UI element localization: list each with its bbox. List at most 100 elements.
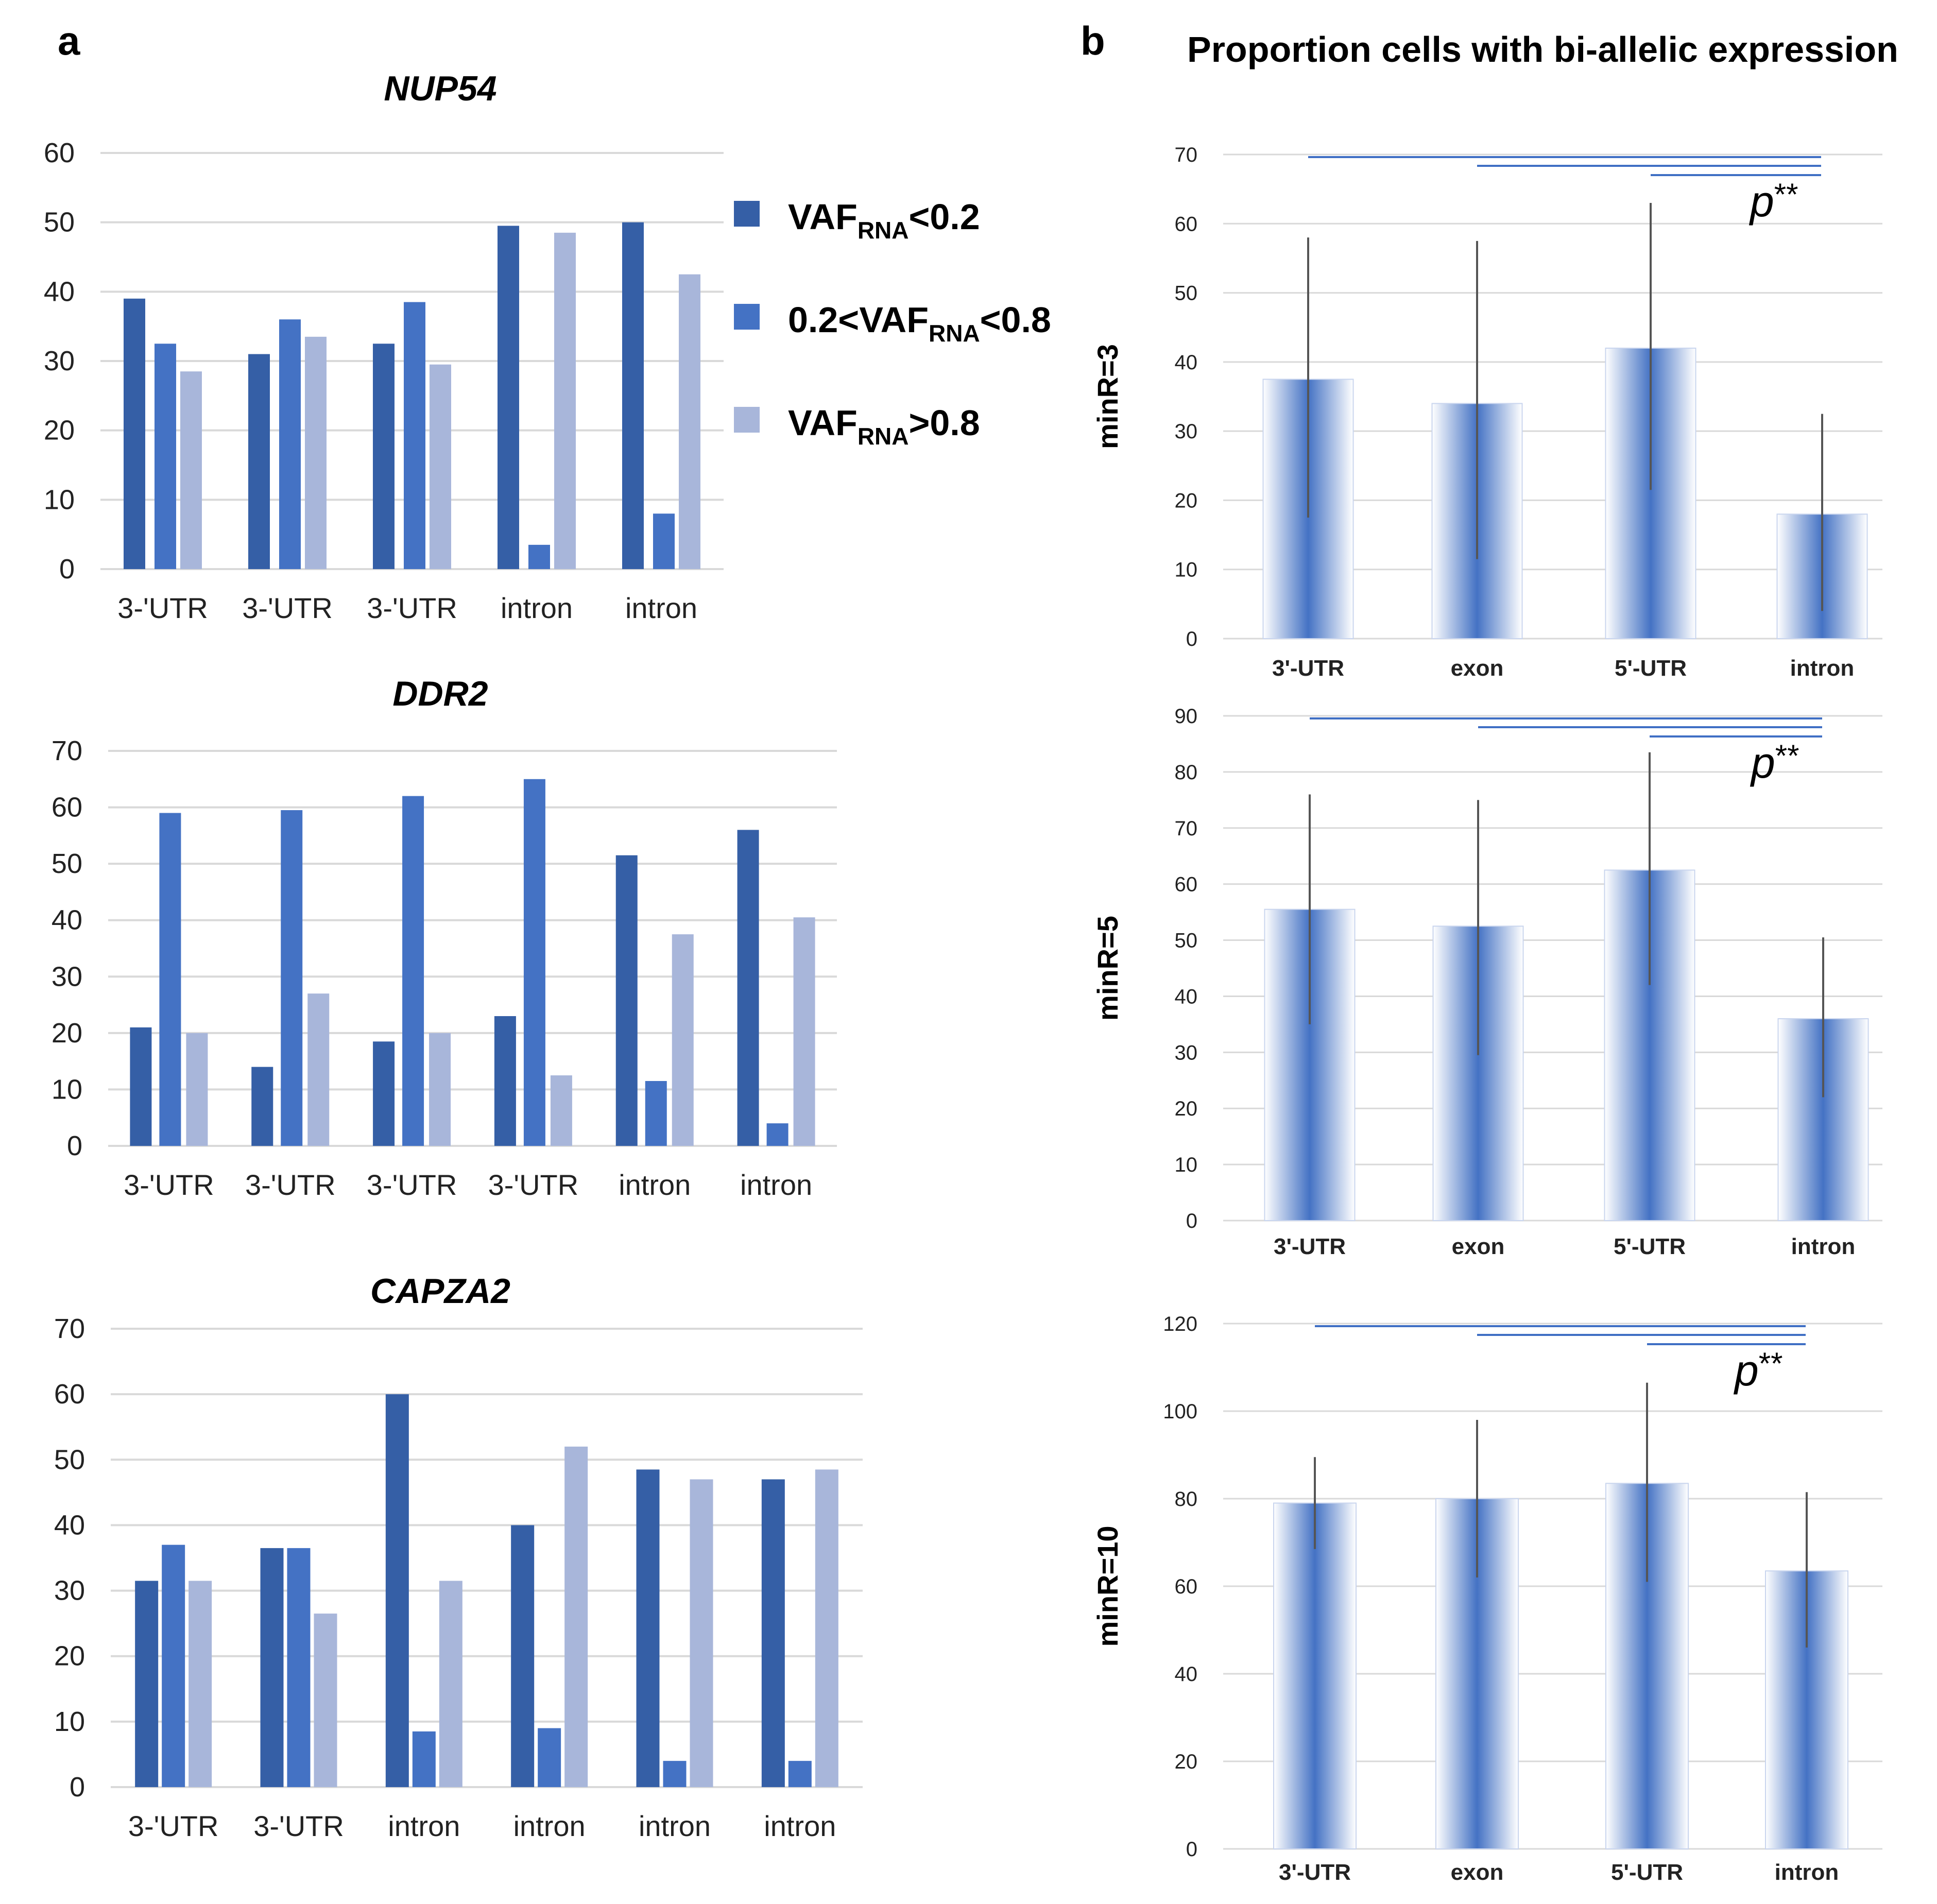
bar [815,1469,838,1787]
chart-title: CAPZA2 [370,1272,510,1311]
legend-swatch [734,304,760,330]
y-tick-label: 60 [44,138,75,168]
bar [1273,1502,1357,1849]
x-tick-label: exon [1451,1860,1504,1885]
y-tick-label: 20 [1175,489,1198,512]
legend: VAFRNA<0.2 0.2<VAFRNA<0.8 VAFRNA>0.8 [734,197,1051,450]
bar [180,371,202,569]
y-tick-label: 40 [1175,1663,1198,1686]
bar [402,796,424,1146]
x-tick-label: intron [619,1169,691,1201]
bar [188,1581,212,1787]
y-tick-label: 60 [54,1379,85,1410]
x-tick-label: intron [625,592,697,624]
bar [550,1075,572,1146]
x-tick-label: 3-'UTR [253,1810,344,1842]
bar [373,344,395,569]
y-tick-label: 90 [1175,705,1198,728]
y-tick-label: 20 [1175,1751,1198,1773]
y-tick-label: 30 [44,346,75,376]
y-tick-label: 60 [1175,873,1198,896]
bar [314,1614,337,1787]
y-axis-label: minR=5 [1091,916,1124,1021]
bar [124,298,145,569]
significance-label: p** [1733,1346,1782,1395]
bar [636,1469,660,1787]
x-tick-label: 3-'UTR [245,1169,336,1201]
y-tick-label: 30 [52,961,82,992]
y-tick-label: 10 [1175,1154,1198,1176]
chart-minr5: 0 10 20 30 40 50 60 70 80 90 minR=5 3'-UTR exon 5'-UT… [1091,705,1882,1259]
bar [494,1016,516,1146]
x-tick-label: intron [1790,656,1855,681]
x-tick-label: 3-'UTR [124,1169,214,1201]
y-tick-label: 0 [70,1772,85,1803]
y-tick-label: 20 [1175,1097,1198,1120]
x-tick-label: 3-'UTR [367,592,457,624]
y-tick-label: 120 [1163,1313,1197,1335]
chart-minr3: 0 10 20 30 40 50 60 70 minR=3 3'-UTR exon 5'-UTR int… [1091,144,1882,681]
chart-capza2: CAPZA2 0 10 20 30 40 50 60 70 3-'UTR 3-'UTR intron i… [54,1272,863,1842]
bar [260,1548,284,1787]
y-tick-label: 10 [1175,559,1198,581]
bar [690,1479,713,1787]
y-tick-label: 100 [1163,1400,1197,1423]
chart-title: NUP54 [384,69,496,108]
x-tick-label: 3-'UTR [117,592,208,624]
x-tick-label: 3-'UTR [128,1810,219,1842]
y-tick-label: 80 [1175,1488,1198,1511]
x-tick-label: intron [501,592,573,624]
panel-a-label: a [58,18,80,63]
x-tick-label: intron [1791,1234,1856,1259]
bar [429,1033,451,1146]
y-tick-label: 50 [54,1444,85,1475]
y-tick-label: 30 [1175,1041,1198,1064]
y-tick-label: 10 [44,484,75,515]
bar [564,1446,588,1787]
y-tick-label: 40 [44,276,75,307]
bar [279,319,301,569]
y-tick-label: 20 [44,415,75,446]
y-tick-label: 40 [1175,985,1198,1008]
y-axis-label: minR=10 [1091,1526,1124,1647]
bar [404,302,425,569]
bar [523,779,545,1146]
y-tick-label: 70 [1175,817,1198,840]
x-tick-label: 3-'UTR [488,1169,579,1201]
y-tick-label: 0 [67,1130,82,1161]
y-tick-label: 20 [52,1018,82,1049]
y-tick-label: 0 [1186,1838,1197,1861]
bar [385,1394,409,1787]
panel-b-label: b [1081,18,1105,63]
bar [373,1041,395,1146]
y-tick-label: 50 [1175,282,1198,305]
bar [305,336,327,569]
bar [766,1123,788,1146]
chart-minr10: 0 20 40 60 80 100 120 minR=10 3'-UTR exon 5'-UTR in… [1091,1313,1882,1885]
legend-label: VAFRNA>0.8 [788,403,980,450]
y-tick-label: 70 [52,735,82,766]
bar [439,1581,462,1787]
y-tick-label: 70 [54,1313,85,1344]
y-tick-label: 10 [54,1706,85,1737]
y-tick-label: 40 [54,1510,85,1540]
legend-label: 0.2<VAFRNA<0.8 [788,300,1051,347]
x-tick-label: 5'-UTR [1615,656,1687,681]
y-tick-label: 60 [1175,1575,1198,1598]
bar [663,1761,687,1787]
x-tick-label: 3'-UTR [1274,1234,1346,1259]
chart-ddr2: DDR2 0 10 20 30 40 50 60 70 3-'UTR 3-'UTR 3-'UTR 3-'… [52,674,837,1201]
bar [679,274,700,569]
y-tick-label: 80 [1175,761,1198,784]
x-tick-label: exon [1452,1234,1505,1259]
y-tick-label: 70 [1175,144,1198,166]
bar [528,544,550,569]
y-tick-label: 10 [52,1074,82,1105]
y-tick-label: 30 [54,1575,85,1606]
y-tick-label: 0 [1186,628,1197,650]
chart-nup54: NUP54 0 10 20 30 40 50 60 3-'UTR 3-'UTR 3-'UTR intr… [44,69,724,624]
x-tick-label: exon [1451,656,1504,681]
x-tick-label: 3-'UTR [242,592,333,624]
bar [672,934,694,1146]
